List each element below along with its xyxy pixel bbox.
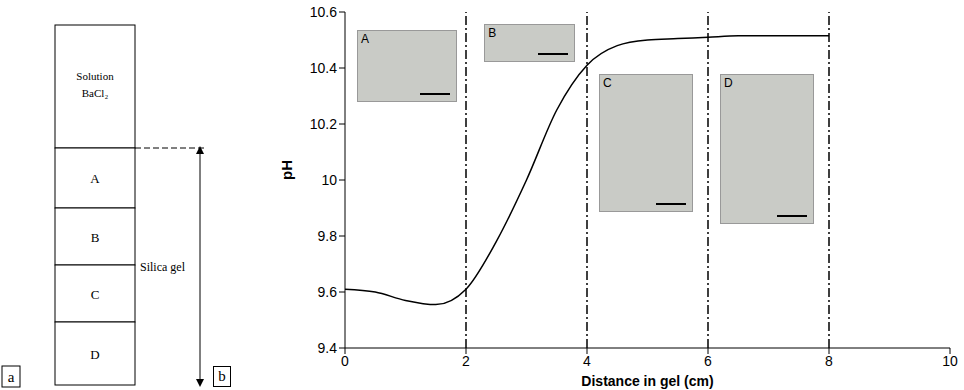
svg-text:9.4: 9.4 <box>318 340 338 356</box>
svg-text:B: B <box>91 230 100 245</box>
html-text:C: C <box>603 76 612 90</box>
html-text:B: B <box>488 26 497 40</box>
svg-text:10: 10 <box>942 353 958 369</box>
svg-text:pH: pH <box>278 160 295 180</box>
svg-text:9.8: 9.8 <box>318 228 338 244</box>
svg-text:A: A <box>90 171 100 186</box>
svg-text:10.6: 10.6 <box>310 4 337 20</box>
svg-text:Silica gel: Silica gel <box>140 260 186 274</box>
svg-text:4: 4 <box>583 353 591 369</box>
svg-text:BaCl₂: BaCl₂ <box>82 87 109 99</box>
html-text:b: b <box>218 368 226 384</box>
svg-text:Distance in gel (cm): Distance in gel (cm) <box>581 373 713 389</box>
svg-text:10: 10 <box>321 172 337 188</box>
svg-text:0: 0 <box>341 353 349 369</box>
svg-text:6: 6 <box>704 353 712 369</box>
html-text:A: A <box>361 32 370 46</box>
svg-text:8: 8 <box>825 353 833 369</box>
svg-text:Solution: Solution <box>76 70 114 82</box>
html-text:D: D <box>724 76 733 90</box>
svg-text:2: 2 <box>462 353 470 369</box>
svg-text:9.6: 9.6 <box>318 284 338 300</box>
svg-text:10.4: 10.4 <box>310 60 337 76</box>
svg-text:a: a <box>8 369 15 385</box>
svg-text:C: C <box>91 287 100 302</box>
svg-text:10.2: 10.2 <box>310 116 337 132</box>
svg-text:D: D <box>90 347 99 362</box>
